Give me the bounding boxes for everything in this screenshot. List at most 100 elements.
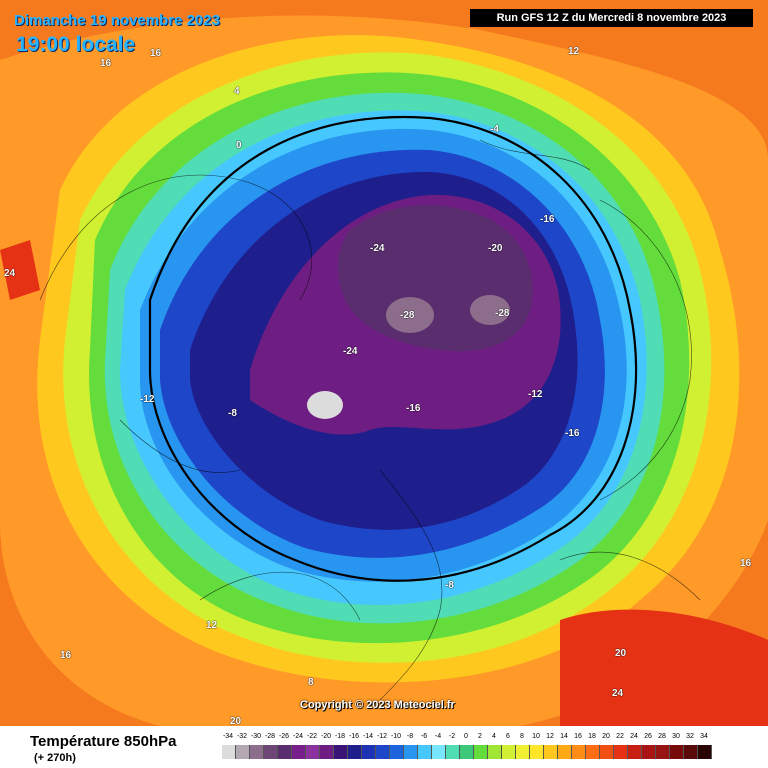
legend-swatch bbox=[348, 745, 362, 759]
legend-tick-label: 2 bbox=[478, 733, 482, 740]
map-label: -12 bbox=[528, 389, 543, 400]
legend-tick-label: 10 bbox=[532, 733, 540, 740]
legend-tick-label: 18 bbox=[588, 733, 596, 740]
legend-tick-label: 0 bbox=[464, 733, 468, 740]
map-label: 0 bbox=[236, 140, 242, 151]
legend-swatch bbox=[530, 745, 544, 759]
legend-swatch bbox=[600, 745, 614, 759]
legend-tick-label: 12 bbox=[546, 733, 554, 740]
legend-tick-label: -26 bbox=[278, 733, 290, 740]
map-label: 20 bbox=[230, 716, 242, 727]
map-label: -16 bbox=[565, 428, 580, 439]
legend-tick-label: 24 bbox=[630, 733, 638, 740]
legend-tick-label: 34 bbox=[700, 733, 708, 740]
legend-tick-label: 6 bbox=[506, 733, 510, 740]
map-label: 16 bbox=[100, 58, 112, 69]
map-label: 16 bbox=[150, 48, 162, 59]
map-label: -20 bbox=[488, 243, 503, 254]
map-label: 24 bbox=[612, 688, 624, 699]
legend-swatch bbox=[656, 745, 670, 759]
legend-tick-label: -16 bbox=[348, 733, 360, 740]
legend-tick-label: -2 bbox=[448, 733, 456, 740]
map-label: -24 bbox=[343, 346, 358, 357]
legend-tick-label: -6 bbox=[420, 733, 428, 740]
legend-swatch bbox=[222, 745, 236, 759]
legend-tick-label: -12 bbox=[376, 733, 388, 740]
legend-swatch bbox=[502, 745, 516, 759]
map-label: -8 bbox=[445, 580, 454, 591]
model-run-banner: Run GFS 12 Z du Mercredi 8 novembre 2023 bbox=[470, 9, 753, 27]
legend-swatch bbox=[264, 745, 278, 759]
legend-swatch bbox=[362, 745, 376, 759]
legend-tick-label: -8 bbox=[406, 733, 414, 740]
map-label: 20 bbox=[615, 648, 627, 659]
legend-swatch bbox=[418, 745, 432, 759]
legend-tick-label: 16 bbox=[574, 733, 582, 740]
legend-tick-label: 14 bbox=[560, 733, 568, 740]
map-label: 16 bbox=[60, 650, 72, 661]
legend-tick-label: -10 bbox=[390, 733, 402, 740]
legend-swatches bbox=[222, 745, 762, 759]
forecast-time: 19:00 locale bbox=[16, 33, 136, 56]
legend-swatch bbox=[446, 745, 460, 759]
legend-tick-label: 22 bbox=[616, 733, 624, 740]
map-label: -16 bbox=[540, 214, 555, 225]
map-label: 16 bbox=[740, 558, 752, 569]
legend-tick-label: -4 bbox=[434, 733, 442, 740]
legend-swatch bbox=[544, 745, 558, 759]
legend-swatch bbox=[488, 745, 502, 759]
legend-tick-label: 32 bbox=[686, 733, 694, 740]
legend-tick-label: -14 bbox=[362, 733, 374, 740]
map-label: 12 bbox=[568, 46, 580, 57]
legend-swatch bbox=[250, 745, 264, 759]
legend-swatch bbox=[698, 745, 712, 759]
map-label: 4 bbox=[234, 86, 240, 97]
legend-tick-label: -20 bbox=[320, 733, 332, 740]
legend-tick-label: 20 bbox=[602, 733, 610, 740]
legend-swatch bbox=[390, 745, 404, 759]
legend-swatch bbox=[278, 745, 292, 759]
map-label: 12 bbox=[206, 620, 218, 631]
legend-swatch bbox=[614, 745, 628, 759]
legend-swatch bbox=[586, 745, 600, 759]
legend-swatch bbox=[404, 745, 418, 759]
legend-swatch bbox=[334, 745, 348, 759]
color-legend: -34 -32 -30 -28 -26 -24 -22 -20 -18 -16 -14 -12 -10-… bbox=[222, 733, 762, 759]
legend-tick-label: -32 bbox=[236, 733, 248, 740]
legend-swatch bbox=[516, 745, 530, 759]
legend-tick-label: 26 bbox=[644, 733, 652, 740]
legend-swatch bbox=[460, 745, 474, 759]
legend-swatch bbox=[306, 745, 320, 759]
legend-tick-label: -18 bbox=[334, 733, 346, 740]
legend-swatch bbox=[572, 745, 586, 759]
legend-tick-label: -22 bbox=[306, 733, 318, 740]
legend-swatch bbox=[292, 745, 306, 759]
legend-tick-label: 8 bbox=[520, 733, 524, 740]
copyright-notice: Copyright © 2023 Meteociel.fr bbox=[300, 699, 455, 711]
forecast-lead-time: (+ 270h) bbox=[34, 752, 76, 764]
variable-name: Température 850hPa bbox=[30, 733, 177, 750]
forecast-date: Dimanche 19 novembre 2023 bbox=[14, 12, 220, 29]
map-label: -8 bbox=[228, 408, 237, 419]
legend-tick-label: -30 bbox=[250, 733, 262, 740]
legend-tick-label: 28 bbox=[658, 733, 666, 740]
legend-tick-label: 30 bbox=[672, 733, 680, 740]
legend-swatch bbox=[628, 745, 642, 759]
map-label: 8 bbox=[308, 677, 314, 688]
legend-swatch bbox=[376, 745, 390, 759]
legend-swatch bbox=[642, 745, 656, 759]
temperature-map bbox=[0, 0, 768, 726]
map-label: -28 bbox=[495, 308, 510, 319]
map-label: -28 bbox=[400, 310, 415, 321]
legend-tick-label: -34 bbox=[222, 733, 234, 740]
map-label: -24 bbox=[370, 243, 385, 254]
legend-tick-label: 4 bbox=[492, 733, 496, 740]
map-label: -16 bbox=[406, 403, 421, 414]
legend-swatch bbox=[684, 745, 698, 759]
map-label: -12 bbox=[140, 394, 155, 405]
legend-labels: -34 -32 -30 -28 -26 -24 -22 -20 -18 -16 -14 -12 -10-… bbox=[222, 733, 762, 743]
legend-swatch bbox=[670, 745, 684, 759]
legend-swatch bbox=[236, 745, 250, 759]
map-label: -4 bbox=[490, 124, 499, 135]
legend-swatch bbox=[474, 745, 488, 759]
